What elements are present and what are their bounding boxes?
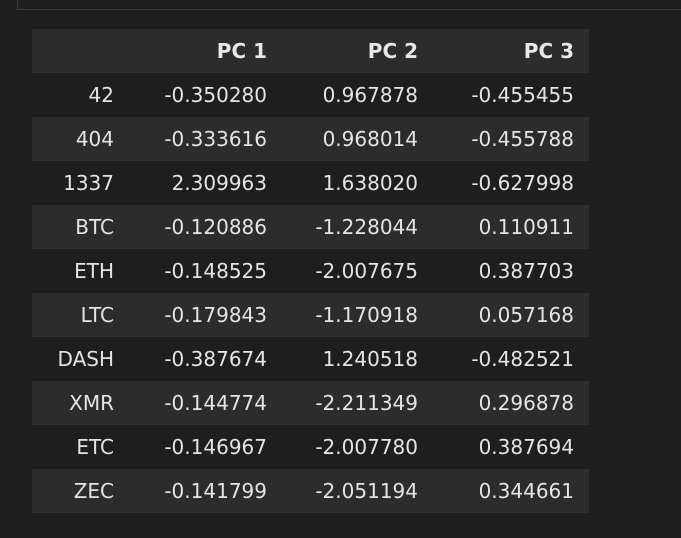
cell-pc2: -1.228044 [315, 215, 418, 239]
cell-pc1: -0.146967 [164, 435, 267, 459]
table-row: XMR -0.144774 -2.211349 0.296878 [32, 381, 589, 425]
table-body: 42 -0.350280 0.967878 -0.455455 404 -0.333616… [32, 73, 589, 513]
cell-output: PC 1 PC 2 PC 3 42 -0.350280 0.967878 -0.455… [32, 29, 589, 513]
dataframe-table: PC 1 PC 2 PC 3 42 -0.350280 0.967878 -0.455… [32, 29, 589, 513]
cell-pc3: 0.110911 [478, 215, 574, 239]
cell-pc1: -0.141799 [164, 479, 267, 503]
index-header [32, 29, 129, 73]
cell-pc1: -0.148525 [164, 259, 267, 283]
row-index-label: XMR [69, 391, 114, 415]
table-row: ETH -0.148525 -2.007675 0.387703 [32, 249, 589, 293]
cell-pc2: -2.007780 [315, 435, 418, 459]
cell-pc3: 0.057168 [478, 303, 574, 327]
previous-cell-border [17, 0, 681, 10]
row-index-label: ETC [76, 435, 114, 459]
cell-pc3: 0.296878 [478, 391, 574, 415]
cell-pc1: -0.144774 [164, 391, 267, 415]
row-index-label: LTC [80, 303, 114, 327]
header-row: PC 1 PC 2 PC 3 [32, 29, 589, 73]
row-index-label: 1337 [63, 171, 114, 195]
cell-pc2: -2.051194 [315, 479, 418, 503]
cell-pc1: 2.309963 [171, 171, 267, 195]
cell-pc2: 0.967878 [322, 83, 418, 107]
cell-pc3: 0.387694 [478, 435, 574, 459]
table-row: ZEC -0.141799 -2.051194 0.344661 [32, 469, 589, 513]
column-header-pc2: PC 2 [367, 39, 418, 63]
row-index-label: BTC [75, 215, 114, 239]
table-row: 1337 2.309963 1.638020 -0.627998 [32, 161, 589, 205]
table-row: DASH -0.387674 1.240518 -0.482521 [32, 337, 589, 381]
cell-pc1: -0.120886 [164, 215, 267, 239]
cell-pc2: 1.638020 [322, 171, 418, 195]
cell-pc3: -0.482521 [471, 347, 574, 371]
table-header: PC 1 PC 2 PC 3 [32, 29, 589, 73]
table-row: LTC -0.179843 -1.170918 0.057168 [32, 293, 589, 337]
cell-pc3: 0.387703 [478, 259, 574, 283]
row-index-label: 42 [88, 83, 114, 107]
cell-pc3: -0.455788 [471, 127, 574, 151]
cell-pc1: -0.350280 [164, 83, 267, 107]
cell-pc1: -0.333616 [164, 127, 267, 151]
row-index-label: DASH [57, 347, 114, 371]
table-row: 42 -0.350280 0.967878 -0.455455 [32, 73, 589, 117]
cell-pc2: 1.240518 [322, 347, 418, 371]
cell-pc2: -1.170918 [315, 303, 418, 327]
column-header-pc3: PC 3 [523, 39, 574, 63]
row-index-label: 404 [75, 127, 114, 151]
table-row: BTC -0.120886 -1.228044 0.110911 [32, 205, 589, 249]
column-header-pc1: PC 1 [216, 39, 267, 63]
cell-pc1: -0.387674 [164, 347, 267, 371]
cell-pc2: -2.211349 [315, 391, 418, 415]
table-row: 404 -0.333616 0.968014 -0.455788 [32, 117, 589, 161]
cell-pc1: -0.179843 [164, 303, 267, 327]
cell-pc3: 0.344661 [478, 479, 574, 503]
row-index-label: ZEC [73, 479, 114, 503]
row-index-label: ETH [74, 259, 114, 283]
cell-pc2: 0.968014 [322, 127, 418, 151]
cell-pc3: -0.455455 [471, 83, 574, 107]
cell-pc2: -2.007675 [315, 259, 418, 283]
cell-pc3: -0.627998 [471, 171, 574, 195]
table-row: ETC -0.146967 -2.007780 0.387694 [32, 425, 589, 469]
